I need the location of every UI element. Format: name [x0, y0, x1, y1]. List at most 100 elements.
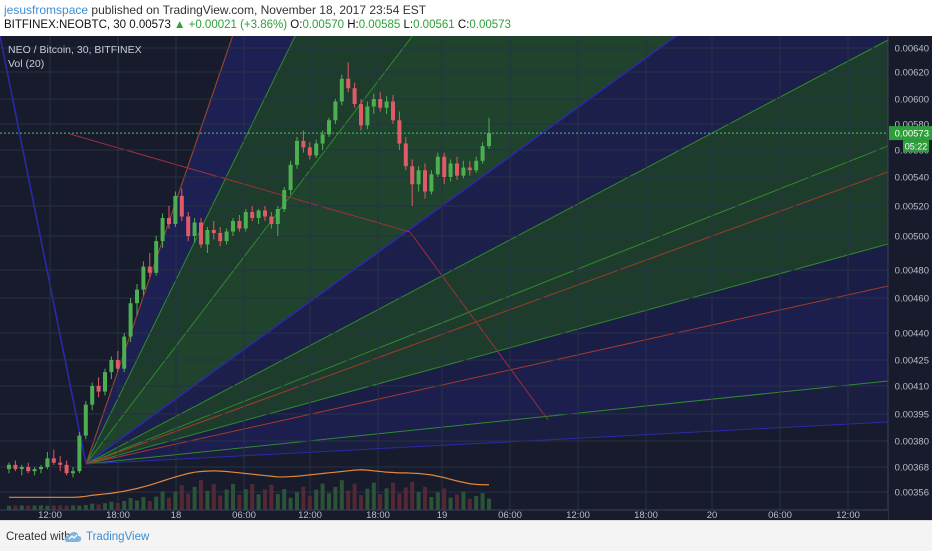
price-tick-label: 0.00368 [895, 463, 929, 474]
candle-body [147, 266, 152, 273]
candle-body [90, 386, 95, 405]
volume-bar [154, 496, 159, 510]
time-tick-label: 06:00 [768, 510, 792, 520]
candle-body [173, 195, 178, 224]
candle-body [487, 133, 491, 147]
time-tick-label: 06:00 [232, 510, 256, 520]
tradingview-cloud-icon [64, 532, 82, 542]
price-tick-label: 0.00580 [895, 120, 929, 131]
candle-body [13, 464, 18, 470]
ohlc-bar: BITFINEX:NEOBTC, 30 0.00573 ▲ +0.00021 (… [4, 19, 511, 31]
volume-bar [237, 494, 242, 510]
candle-body [205, 230, 210, 245]
candle-body [327, 120, 331, 135]
volume-bar [135, 500, 139, 510]
volume-bar [314, 489, 319, 510]
candle-body [64, 464, 69, 474]
volume-bar [243, 489, 248, 510]
candle-body [384, 101, 389, 108]
volume-bar [224, 489, 229, 510]
candle-body [256, 210, 261, 218]
candle-body [474, 160, 479, 171]
price-tick-label: 0.00395 [895, 410, 929, 421]
candle-body [109, 360, 114, 373]
volume-bar [467, 498, 472, 510]
time-tick-label: 06:00 [498, 510, 522, 520]
volume-bar [186, 493, 191, 510]
volume-bar [115, 503, 120, 510]
volume-bar [7, 505, 11, 510]
candle-body [435, 156, 440, 175]
time-tick-label: 18:00 [634, 510, 658, 520]
candle-body [288, 164, 293, 191]
volume-bar [429, 497, 434, 510]
time-tick-label: 18:00 [366, 510, 390, 520]
high-label: H: [347, 19, 359, 31]
volume-bar [333, 486, 338, 510]
candle-body [135, 289, 139, 304]
volume-bar [256, 494, 261, 510]
candle-body [250, 212, 255, 218]
volume-bar [263, 489, 267, 510]
volume-bar [26, 505, 31, 510]
candle-body [301, 140, 306, 148]
candle-body [192, 222, 197, 236]
candle-body [224, 231, 229, 242]
candle-body [71, 471, 75, 474]
price-tick-label: 0.00440 [895, 329, 929, 340]
tradingview-link[interactable]: TradingView [86, 531, 150, 543]
countdown-badge [903, 140, 929, 153]
legend-title: NEO / Bitcoin, 30, BITFINEX [8, 44, 142, 56]
volume-bar [77, 505, 82, 510]
volume-bar [442, 488, 447, 510]
high-value: 0.00585 [358, 19, 401, 31]
volume-bar [250, 484, 255, 510]
volume-bar [128, 498, 133, 510]
volume-bar [58, 505, 63, 510]
candle-body [403, 143, 408, 167]
candle-body [179, 195, 184, 217]
price-axis-bg [888, 36, 932, 520]
candle-body [320, 134, 325, 144]
countdown-badge-text: 05:22 [905, 142, 928, 152]
volume-bar [403, 487, 408, 510]
candle-body [128, 303, 133, 337]
candle-body [243, 212, 248, 229]
volume-bar [371, 482, 376, 510]
time-tick-label: 12:00 [298, 510, 322, 520]
time-axis[interactable]: 12:00 18:00 18 06:00 12:00 18:00 19 06:00 12:00 1… [0, 509, 888, 520]
candle-body [455, 163, 459, 176]
price-tick-label: 0.00480 [895, 266, 929, 277]
volume-bar [339, 480, 344, 510]
volume-bar [359, 495, 363, 510]
candles [0, 62, 888, 478]
candle-body [378, 99, 383, 108]
candle-body [186, 216, 191, 236]
gann-fan-drawing[interactable] [0, 36, 932, 465]
price-tick-label: 0.00620 [895, 68, 929, 79]
candle-body [467, 167, 472, 171]
candle-body [263, 210, 267, 217]
candle-body [282, 190, 287, 209]
open-label: O: [290, 19, 303, 31]
chart-canvas[interactable]: 0.006400.006200.006000.005800.005600.005… [0, 36, 932, 520]
candle-body [211, 230, 216, 233]
candle-body [461, 167, 466, 176]
volume-ma-line [9, 469, 489, 498]
price-chart[interactable]: 0.006400.006200.006000.005800.005600.005… [0, 36, 932, 520]
fan-sector [86, 36, 888, 464]
volume-bar [51, 505, 56, 510]
volume-bar [179, 485, 184, 510]
time-tick-label: 12:00 [38, 510, 62, 520]
candle-body [371, 99, 376, 107]
volume-bar [487, 498, 491, 510]
price-tick-label: 0.00356 [895, 488, 929, 499]
volume-bar [288, 497, 293, 510]
legend-volume: Vol (20) [8, 58, 44, 70]
price-axis[interactable]: 0.006400.006200.006000.005800.005600.005… [887, 36, 932, 520]
candle-body [237, 221, 242, 229]
volume-bar [19, 505, 24, 510]
candle-body [365, 106, 370, 126]
candle-body [416, 170, 421, 185]
author-link[interactable]: jesusfromspace [4, 3, 89, 17]
